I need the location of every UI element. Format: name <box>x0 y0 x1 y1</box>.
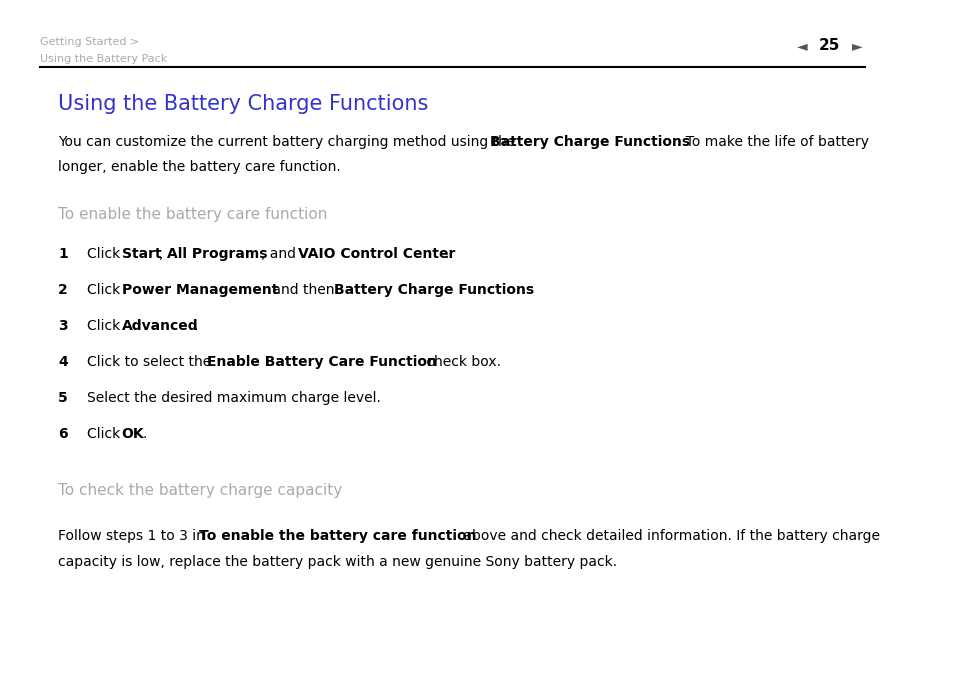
Text: Follow steps 1 to 3 in: Follow steps 1 to 3 in <box>58 529 209 543</box>
Text: .: . <box>520 283 525 297</box>
Text: .: . <box>444 247 449 262</box>
Text: 5: 5 <box>58 391 68 405</box>
Text: longer, enable the battery care function.: longer, enable the battery care function… <box>58 160 340 175</box>
Text: ◄: ◄ <box>796 39 806 53</box>
Text: 1: 1 <box>58 247 68 262</box>
Text: 4: 4 <box>58 355 68 369</box>
Text: OK: OK <box>122 427 144 441</box>
Text: Getting Started >: Getting Started > <box>40 37 139 47</box>
Text: Battery Charge Functions: Battery Charge Functions <box>489 135 689 149</box>
Text: Click: Click <box>87 319 124 333</box>
Text: 6: 6 <box>58 427 68 441</box>
Text: All Programs: All Programs <box>167 247 267 262</box>
Text: VAIO Control Center: VAIO Control Center <box>297 247 455 262</box>
Text: check box.: check box. <box>421 355 500 369</box>
Text: and then: and then <box>268 283 338 297</box>
Text: To check the battery charge capacity: To check the battery charge capacity <box>58 483 342 498</box>
Text: To enable the battery care function: To enable the battery care function <box>199 529 476 543</box>
Text: Enable Battery Care Function: Enable Battery Care Function <box>207 355 436 369</box>
Text: Power Management: Power Management <box>122 283 277 297</box>
Text: Click: Click <box>87 427 124 441</box>
Text: 2: 2 <box>58 283 68 297</box>
Text: , and: , and <box>260 247 300 262</box>
Text: . To make the life of battery: . To make the life of battery <box>676 135 868 149</box>
Text: To enable the battery care function: To enable the battery care function <box>58 206 327 222</box>
Text: .: . <box>193 319 197 333</box>
Text: Click to select the: Click to select the <box>87 355 215 369</box>
Text: ►: ► <box>851 39 862 53</box>
Text: Click: Click <box>87 247 124 262</box>
Text: ,: , <box>158 247 168 262</box>
Text: Battery Charge Functions: Battery Charge Functions <box>334 283 534 297</box>
Text: 3: 3 <box>58 319 68 333</box>
Text: Using the Battery Charge Functions: Using the Battery Charge Functions <box>58 94 428 115</box>
Text: 25: 25 <box>818 38 840 53</box>
Text: You can customize the current battery charging method using the: You can customize the current battery ch… <box>58 135 519 149</box>
Text: Select the desired maximum charge level.: Select the desired maximum charge level. <box>87 391 380 405</box>
Text: Advanced: Advanced <box>122 319 198 333</box>
Text: above and check detailed information. If the battery charge: above and check detailed information. If… <box>458 529 879 543</box>
Text: Using the Battery Pack: Using the Battery Pack <box>40 54 167 64</box>
Text: Start: Start <box>122 247 161 262</box>
Text: capacity is low, replace the battery pack with a new genuine Sony battery pack.: capacity is low, replace the battery pac… <box>58 555 617 569</box>
Text: Click: Click <box>87 283 124 297</box>
Text: .: . <box>143 427 147 441</box>
